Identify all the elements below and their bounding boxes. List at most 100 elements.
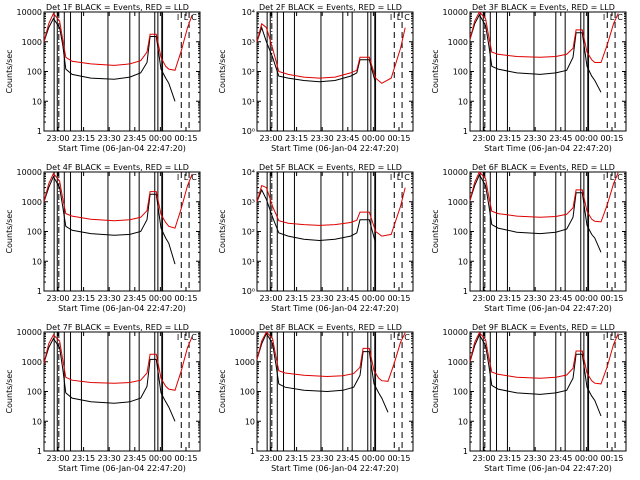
legend-mark: C (617, 173, 623, 182)
plot-frame (469, 11, 627, 132)
series-events-line (469, 173, 602, 253)
x-tick-label: 23:00 (472, 134, 495, 143)
chart-title: Det 8F BLACK = Events, RED = LLD (259, 323, 402, 332)
chart-panel: Det 6F BLACK = Events, RED = LLD 1 10 100 10… (431, 163, 627, 313)
chart-panel: Det 4F BLACK = Events, RED = LLD 1 10 100 10… (5, 163, 201, 313)
y-tick-label: 1 (463, 447, 468, 456)
legend-mark: C (191, 333, 197, 342)
y-tick-label: 10 (458, 257, 468, 266)
y-tick-label: 10 (32, 97, 42, 106)
y-tick-label: 1 (250, 447, 255, 456)
x-tick-label: 23:00 (472, 294, 495, 303)
x-tick-label: 00:00 (149, 134, 172, 143)
y-tick-label: 1000 (22, 358, 42, 367)
x-tick-label: 00:00 (362, 454, 385, 463)
series-lld-line (256, 184, 406, 237)
plot-frame (469, 331, 627, 452)
x-tick-label: 00:15 (600, 134, 623, 143)
legend-mark: C (191, 173, 197, 182)
series-events-line (43, 175, 176, 265)
x-tick-label: 00:00 (362, 294, 385, 303)
x-tick-label: 00:15 (174, 294, 197, 303)
x-tick-label: 23:45 (123, 294, 146, 303)
legend-mark: I (177, 13, 179, 22)
x-axis-label: Start Time (06-Jan-04 22:47:20) (58, 144, 186, 153)
x-axis-label: Start Time (06-Jan-04 22:47:20) (271, 304, 399, 313)
legend-mark: C (617, 13, 623, 22)
legend-mark: C (404, 333, 410, 342)
legend-mark: L (610, 333, 615, 342)
y-tick-label: 100 (453, 68, 468, 77)
legend-mark: L (610, 13, 615, 22)
series-events-line (256, 188, 377, 244)
series-lld-line (43, 172, 193, 229)
y-axis-label: Counts/sec (218, 209, 227, 253)
y-tick-label: 1 (37, 447, 42, 456)
x-tick-label: 23:30 (311, 134, 334, 143)
legend-mark: C (191, 13, 197, 22)
x-tick-label: 00:00 (575, 454, 598, 463)
chart-panel: Det 7F BLACK = Events, RED = LLD 1 10 100 10… (5, 323, 201, 473)
x-tick-label: 23:30 (98, 134, 121, 143)
x-tick-label: 00:00 (149, 454, 172, 463)
x-tick-label: 23:00 (46, 454, 69, 463)
x-tick-label: 23:15 (72, 454, 95, 463)
y-tick-label: 1 (37, 127, 42, 136)
x-tick-label: 23:30 (311, 294, 334, 303)
x-tick-label: 23:15 (72, 294, 95, 303)
legend-mark: I (603, 173, 605, 182)
chart-panel: Det 9F BLACK = Events, RED = LLD 1 10 100 10… (431, 323, 627, 473)
x-tick-label: 23:30 (524, 294, 547, 303)
y-tick-label: 1 (463, 127, 468, 136)
y-tick-label: 10² (242, 228, 255, 237)
y-tick-label: 100 (240, 388, 255, 397)
series-lld-line (256, 331, 406, 382)
x-tick-label: 23:00 (46, 294, 69, 303)
y-axis-label: Counts/sec (431, 369, 440, 413)
y-tick-label: 100 (27, 68, 42, 77)
legend-mark: I (390, 333, 392, 342)
x-tick-label: 23:30 (98, 454, 121, 463)
series-events-line (43, 337, 176, 422)
x-tick-label: 23:45 (549, 134, 572, 143)
y-tick-label: 1 (37, 287, 42, 296)
y-tick-label: 1000 (448, 38, 468, 47)
y-axis-label: Counts/sec (5, 369, 14, 413)
series-lld-line (469, 11, 619, 63)
y-tick-label: 10⁰ (242, 287, 255, 296)
y-tick-label: 10 (245, 417, 255, 426)
x-tick-label: 23:45 (336, 294, 359, 303)
plot-frame (43, 331, 201, 452)
x-tick-label: 23:30 (524, 134, 547, 143)
chart-title: Det 5F BLACK = Events, RED = LLD (259, 163, 402, 172)
x-axis-label: Start Time (06-Jan-04 22:47:20) (271, 464, 399, 473)
chart-panel: Det 5F BLACK = Events, RED = LLD 10⁰ 10¹ 10… (218, 163, 414, 313)
x-axis-label: Start Time (06-Jan-04 22:47:20) (484, 144, 612, 153)
x-tick-label: 00:15 (600, 454, 623, 463)
series-lld-line (256, 22, 406, 84)
y-tick-label: 10⁴ (242, 168, 255, 177)
y-tick-label: 10000 (443, 168, 468, 177)
legend-mark: C (404, 173, 410, 182)
x-axis-label: Start Time (06-Jan-04 22:47:20) (271, 144, 399, 153)
x-tick-label: 23:00 (259, 454, 282, 463)
legend-mark: I (390, 13, 392, 22)
chart-title: Det 1F BLACK = Events, RED = LLD (46, 3, 189, 12)
x-axis-label: Start Time (06-Jan-04 22:47:20) (484, 304, 612, 313)
legend-mark: C (404, 13, 410, 22)
y-tick-label: 10¹ (242, 257, 255, 266)
y-tick-label: 1 (463, 287, 468, 296)
legend-mark: I (177, 173, 179, 182)
plot-frame (256, 171, 414, 292)
series-events-line (43, 17, 176, 102)
x-tick-label: 23:15 (498, 454, 521, 463)
x-tick-label: 23:30 (98, 294, 121, 303)
x-tick-label: 23:45 (123, 134, 146, 143)
y-tick-label: 10³ (242, 38, 255, 47)
y-tick-label: 1000 (22, 38, 42, 47)
y-tick-label: 1000 (22, 198, 42, 207)
x-tick-label: 23:15 (285, 134, 308, 143)
y-tick-label: 10000 (443, 328, 468, 337)
legend-mark: I (177, 333, 179, 342)
